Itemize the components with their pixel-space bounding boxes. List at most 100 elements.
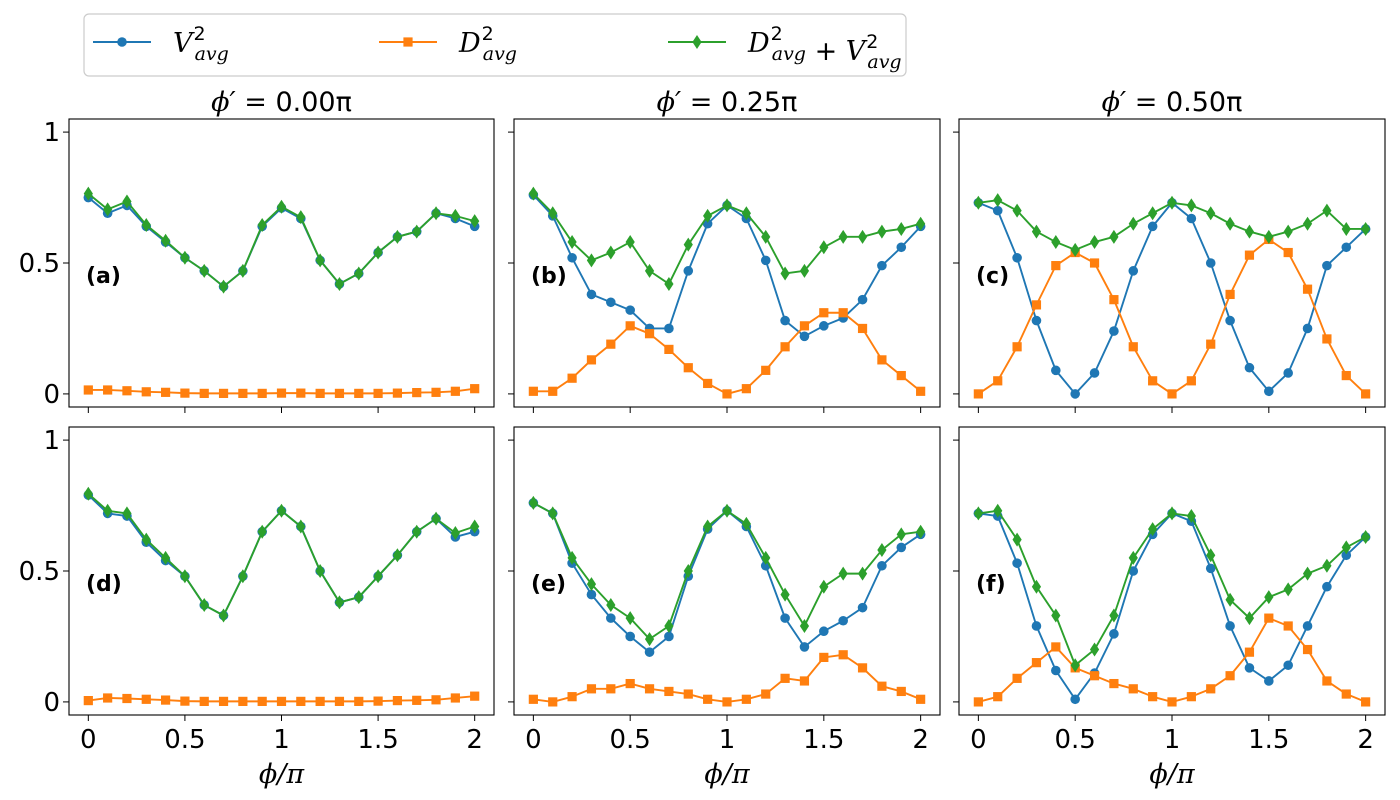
data-point-sum [334, 276, 345, 291]
data-point-sum [334, 595, 345, 610]
data-point-d2 [857, 663, 868, 673]
data-point-sum [683, 237, 693, 252]
data-point-d2 [567, 692, 577, 702]
series-sum [528, 186, 926, 291]
data-point-sum [315, 564, 325, 578]
data-point-d2 [586, 684, 597, 694]
data-point-sum [1051, 608, 1061, 623]
data-point-sum [218, 608, 229, 623]
data-point-d2 [741, 384, 751, 394]
data-point-d2 [334, 696, 345, 706]
data-point-sum [528, 495, 538, 510]
data-point-d2 [276, 696, 287, 706]
data-point-d2 [1322, 334, 1332, 344]
legend-marker-v2 [117, 37, 127, 47]
data-point-d2 [973, 697, 983, 707]
data-point-d2 [160, 695, 171, 705]
x-tick-label: 1 [719, 725, 736, 755]
data-point-v2 [992, 205, 1003, 216]
column-title-1: ϕ′ = 0.00π [211, 87, 352, 118]
data-point-d2 [780, 673, 790, 683]
data-point-d2 [606, 339, 616, 349]
data-point-d2 [354, 696, 364, 706]
panel-e: 0 0.5 1 1.5 2 (e) [508, 426, 941, 755]
data-point-d2 [819, 652, 829, 662]
data-point-v2 [625, 631, 635, 642]
data-point-d2 [1206, 339, 1216, 349]
data-point-d2 [218, 388, 229, 398]
data-point-sum [683, 564, 693, 578]
data-point-sum [916, 216, 926, 231]
data-point-sum [722, 503, 732, 518]
column-title-3: ϕ′ = 0.50π [1102, 87, 1243, 118]
x-axis-label: ϕ/π [704, 759, 751, 790]
data-point-d2 [257, 388, 267, 398]
panel-label: (a) [86, 264, 121, 289]
data-point-d2 [257, 696, 267, 706]
data-point-d2 [431, 387, 441, 397]
data-point-sum [238, 263, 248, 278]
data-point-d2 [431, 695, 441, 705]
data-point-v2 [1128, 566, 1139, 576]
series-sum [83, 486, 480, 623]
data-point-d2 [722, 697, 732, 707]
data-point-d2 [1264, 613, 1274, 623]
data-point-v2 [1012, 558, 1022, 568]
data-point-d2 [1341, 370, 1351, 381]
panel-label: (f) [976, 572, 1006, 597]
data-point-v2 [1264, 386, 1274, 397]
data-point-d2 [664, 686, 674, 697]
data-point-sum [160, 550, 171, 565]
data-point-d2 [1186, 692, 1196, 702]
data-point-sum [703, 519, 713, 534]
axes-frame [958, 118, 1386, 408]
data-point-d2 [799, 676, 810, 686]
data-point-d2 [122, 386, 132, 396]
data-point-sum [916, 524, 926, 539]
x-tick-label: 0.5 [610, 725, 651, 755]
series-d2 [528, 650, 926, 707]
data-point-sum [276, 503, 287, 518]
data-point-sum [644, 263, 655, 278]
column-title-2: ϕ′ = 0.25π [657, 87, 798, 118]
data-point-v2 [567, 252, 577, 263]
data-point-sum [1283, 224, 1293, 239]
data-point-d2 [838, 650, 848, 660]
data-point-d2 [1089, 258, 1100, 268]
data-point-v2 [586, 589, 597, 600]
data-point-sum [103, 202, 113, 217]
data-point-sum [141, 218, 151, 233]
panel-c: (c) [953, 118, 1386, 413]
data-point-d2 [1322, 676, 1332, 686]
data-point-d2 [877, 355, 887, 365]
data-point-v2 [1031, 621, 1042, 631]
data-point-d2 [896, 370, 906, 381]
data-point-sum [1012, 532, 1022, 547]
data-point-d2 [1051, 261, 1061, 271]
data-point-sum [896, 527, 906, 542]
data-point-sum [1031, 579, 1042, 594]
data-point-d2 [1031, 658, 1042, 668]
data-point-d2 [199, 388, 209, 398]
data-point-d2 [470, 384, 480, 394]
legend-label-v2: V2 avg [173, 23, 229, 65]
data-point-d2 [334, 388, 345, 398]
data-point-d2 [180, 696, 190, 706]
data-point-sum [1264, 590, 1274, 605]
data-point-v2 [877, 260, 887, 271]
data-point-v2 [1341, 550, 1352, 561]
data-point-d2 [122, 693, 132, 704]
data-point-sum [1206, 548, 1216, 563]
data-point-sum [296, 210, 306, 225]
data-point-d2 [392, 696, 403, 706]
data-point-d2 [1148, 376, 1158, 386]
data-point-v2 [1109, 629, 1119, 639]
data-point-sum [392, 548, 403, 563]
legend-frame [83, 13, 907, 77]
data-point-d2 [103, 385, 113, 395]
data-point-d2 [916, 386, 926, 396]
data-point-d2 [703, 378, 713, 389]
data-point-v2 [1322, 260, 1332, 271]
data-point-sum [741, 516, 751, 531]
